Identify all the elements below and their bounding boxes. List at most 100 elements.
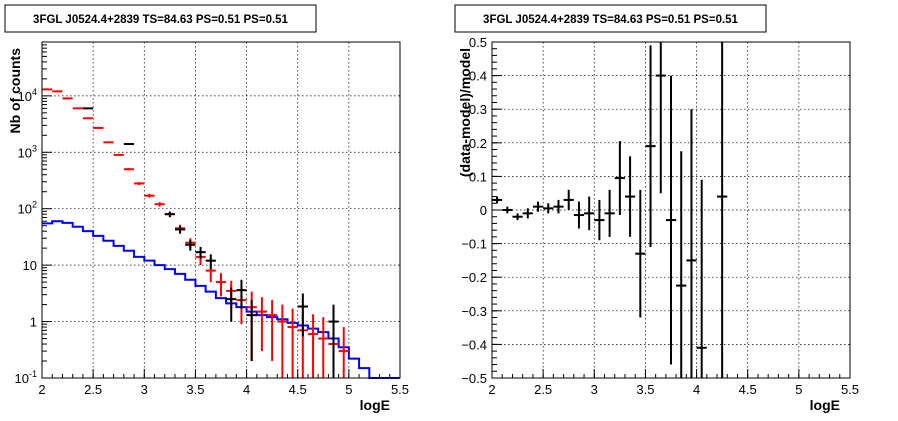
residual-point [512,213,523,221]
residual-point [676,151,687,378]
residual-point [655,42,666,194]
residual-point [696,179,707,378]
y-axis-label: Nb of counts [7,48,23,134]
y-tick-label: 102 [18,200,37,217]
model-point [338,327,349,378]
model-point [123,168,135,171]
model-point [93,126,104,129]
residual-point [492,196,503,204]
data-point [185,239,196,251]
title-box [4,4,317,33]
data-point [82,107,94,110]
y-tick-label: 1 [30,315,37,330]
counts-panel: 3FGL J0524.4+2839 TS=84.63 PS=0.51 PS=0.… [4,4,409,413]
x-tick-label: 5.5 [841,382,859,397]
residual-point [686,109,697,378]
y-tick-label: 0 [480,203,487,218]
model-point [307,314,319,378]
y-tick-exponent: 2 [32,200,37,210]
y-tick-exponent: -1 [29,369,37,379]
residual-point [502,206,513,214]
data-point [226,287,237,322]
y-tick-label: 0.4 [469,69,487,84]
residual-point [563,189,574,210]
residual-point [635,189,646,318]
model-point [82,117,94,120]
model-point [62,97,73,100]
residual-point [665,75,677,365]
residual-point [717,42,728,378]
model-point [134,182,145,186]
x-tick-label: 2 [488,382,495,397]
y-tick-label: −0.5 [461,371,487,386]
y-tick-exponent: 3 [32,143,37,153]
y-tick-label: −0.1 [461,237,487,252]
data-point [236,279,247,309]
model-point [277,304,288,378]
model-point [103,141,114,144]
data-point [328,304,339,378]
model-point [287,308,298,378]
residual-point [522,208,533,219]
x-axis-label: logE [810,397,840,413]
y-tick-exponent: 4 [32,87,37,97]
x-axis-label: logE [360,397,390,413]
x-tick-label: 5 [795,382,802,397]
x-tick-label: 3.5 [186,382,204,397]
model-point [267,300,278,362]
x-tick-label: 5.5 [391,382,409,397]
x-tick-label: 5 [345,382,352,397]
data-point [164,211,175,218]
y-tick-base: 10 [18,202,32,217]
x-tick-label: 3 [591,382,598,397]
y-tick-label: 0.2 [469,136,487,151]
model-point [144,193,155,198]
y-tick-label: 0.3 [469,102,487,117]
y-axis-label: (data-model)/model [457,48,473,177]
title-box [454,4,767,33]
data-point [205,254,216,270]
y-tick-base: 10 [15,371,29,386]
plot-frame [41,41,401,379]
y-tick-label: 103 [18,143,37,160]
plot-frame [491,41,851,379]
y-tick-base: 10 [18,145,32,160]
x-tick-label: 4 [693,382,700,397]
residual-point [594,199,605,241]
y-tick-label: −0.3 [461,304,487,319]
residual-point [584,196,595,231]
x-tick-label: 3.5 [636,382,654,397]
model-point [256,297,268,352]
y-tick-label: 10-1 [15,369,37,386]
data-point [174,225,186,234]
x-tick-label: 2.5 [84,382,102,397]
data-point [195,246,206,259]
residual-point [543,203,554,214]
data-point [297,293,308,337]
residual-point [532,201,544,212]
chart-title: 3FGL J0524.4+2839 TS=84.63 PS=0.51 PS=0.… [33,14,289,26]
model-point [113,153,124,156]
residual-point [645,45,656,247]
residual-point [614,141,625,216]
model-histogram-line [42,220,400,379]
y-tick-label: 104 [18,87,37,104]
x-tick-label: 4.5 [739,382,757,397]
y-tick-label: −0.4 [461,337,487,352]
data-point [123,143,135,146]
residual-point [553,199,564,214]
y-tick-label: −0.2 [461,270,487,285]
y-tick-label: 0.5 [469,35,487,50]
y-tick-base: 10 [18,89,32,104]
data-point [246,300,257,362]
x-tick-label: 4 [243,382,250,397]
residuals-panel: 3FGL J0524.4+2839 TS=84.63 PS=0.51 PS=0.… [454,4,859,413]
model-point [72,107,83,110]
x-tick-label: 3 [141,382,148,397]
model-point [215,273,227,297]
x-tick-label: 2 [38,382,45,397]
residual-point [573,201,585,229]
model-point [154,202,165,207]
y-tick-label: 0.1 [469,169,487,184]
